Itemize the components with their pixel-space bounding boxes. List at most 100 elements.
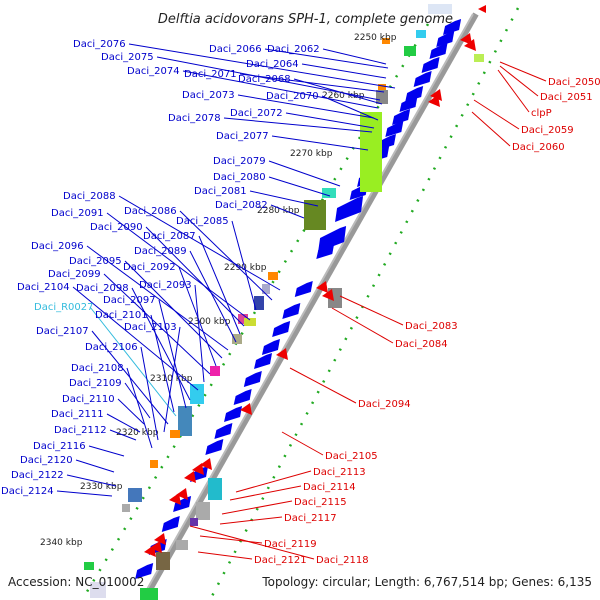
gene-label[interactable]: Daci_2072 <box>230 108 283 119</box>
gene-label[interactable]: Daci_2110 <box>62 394 115 405</box>
forward-gene-arrow <box>436 31 455 47</box>
gene-label[interactable]: Daci_2121 <box>254 555 307 566</box>
label-leader-line <box>189 525 315 560</box>
label-leader-line <box>75 459 115 473</box>
gene-label[interactable]: Daci_2098 <box>76 283 129 294</box>
gene-label[interactable]: Daci_2064 <box>246 59 299 70</box>
label-leader-line <box>118 195 281 291</box>
kbp-tick-label: 2330 kbp <box>80 482 123 492</box>
gene-label[interactable]: Daci_2070 <box>266 91 319 102</box>
gene-label[interactable]: Daci_2113 <box>313 467 366 478</box>
gene-label[interactable]: Daci_2078 <box>168 113 221 124</box>
reverse-gene-arrow <box>150 541 162 553</box>
gene-label[interactable]: Daci_2106 <box>85 342 138 353</box>
gene-label[interactable]: Daci_2079 <box>213 156 266 167</box>
gene-label[interactable]: Daci_2075 <box>101 52 154 63</box>
gene-label[interactable]: Daci_2114 <box>303 482 356 493</box>
forward-gene-arrow <box>405 86 424 102</box>
gene-label[interactable]: Daci_2104 <box>17 282 70 293</box>
reverse-gene-arrow <box>184 471 196 483</box>
label-leader-line <box>239 73 385 93</box>
gene-label[interactable]: Daci_2119 <box>264 539 317 550</box>
gene-label[interactable]: Daci_2111 <box>51 409 104 420</box>
label-leader-line <box>199 535 263 544</box>
label-leader-line <box>268 160 341 187</box>
reverse-gene-arrow <box>428 95 440 107</box>
gene-label[interactable]: Daci_2108 <box>71 363 124 374</box>
gene-label[interactable]: Daci_2066 <box>209 44 262 55</box>
label-leader-line <box>331 307 394 344</box>
gene-label[interactable]: Daci_2094 <box>358 399 411 410</box>
gene-label[interactable]: Daci_2093 <box>139 280 192 291</box>
gene-label[interactable]: Daci_2062 <box>267 44 320 55</box>
gene-label[interactable]: Daci_2073 <box>182 90 235 101</box>
reverse-gene-marker <box>478 5 486 13</box>
forward-gene-arrow <box>272 321 291 337</box>
gene-label[interactable]: Daci_2122 <box>11 470 64 481</box>
gene-label[interactable]: Daci_2097 <box>103 295 156 306</box>
label-leader-line <box>150 314 175 413</box>
gene-label[interactable]: Daci_2068 <box>238 74 291 85</box>
forward-gene-arrow <box>282 303 301 319</box>
gene-label[interactable]: Daci_2105 <box>325 451 378 462</box>
reverse-gene-arrow <box>464 39 476 51</box>
gene-label[interactable]: Daci_2095 <box>69 256 122 267</box>
feature-block <box>196 502 210 520</box>
feature-block <box>150 460 158 468</box>
gene-label[interactable]: Daci_2080 <box>213 172 266 183</box>
gene-label[interactable]: Daci_2083 <box>405 321 458 332</box>
gene-label[interactable]: Daci_2074 <box>127 66 180 77</box>
label-leader-line <box>473 99 520 130</box>
reverse-gene-arrow <box>430 89 442 101</box>
label-leader-line <box>289 367 357 404</box>
gene-label[interactable]: Daci_2089 <box>134 246 187 257</box>
gene-label[interactable]: Daci_2086 <box>124 206 177 217</box>
gene-label[interactable]: Daci_2050 <box>548 77 600 88</box>
gene-label[interactable]: Daci_2116 <box>33 441 86 452</box>
gene-label[interactable]: Daci_2090 <box>90 222 143 233</box>
gene-label[interactable]: Daci_2118 <box>316 555 369 566</box>
gene-label[interactable]: Daci_2059 <box>521 125 574 136</box>
forward-gene-arrow <box>205 439 224 455</box>
gene-label[interactable]: Daci_2060 <box>512 142 565 153</box>
gene-label[interactable]: Daci_2051 <box>540 92 593 103</box>
gene-label[interactable]: Daci_2117 <box>284 513 337 524</box>
gene-label[interactable]: Daci_2091 <box>51 208 104 219</box>
label-leader-line <box>499 65 539 97</box>
gene-label[interactable]: Daci_2099 <box>48 269 101 280</box>
gene-label[interactable]: clpP <box>531 108 552 119</box>
feature-block <box>208 478 222 500</box>
gene-label[interactable]: Daci_2109 <box>69 378 122 389</box>
kbp-tick-label: 2310 kbp <box>150 374 193 384</box>
gene-label[interactable]: Daci_2092 <box>123 262 176 273</box>
feature-block <box>156 552 170 570</box>
gene-label[interactable]: Daci_2087 <box>143 231 196 242</box>
gene-label[interactable]: Daci_2107 <box>36 326 89 337</box>
gene-label[interactable]: Daci_2103 <box>124 322 177 333</box>
feature-block <box>90 582 106 598</box>
gene-label[interactable]: Daci_2115 <box>294 497 347 508</box>
feature-block <box>376 90 388 104</box>
feature-block <box>268 272 278 280</box>
forward-gene-arrow <box>385 121 404 137</box>
gene-label[interactable]: Daci_2112 <box>54 425 107 436</box>
feature-block <box>190 518 198 526</box>
feature-block <box>474 54 484 62</box>
gene-label[interactable]: Daci_2077 <box>216 131 269 142</box>
gene-label[interactable]: Daci_2101 <box>95 310 148 321</box>
gene-label[interactable]: Daci_2082 <box>215 200 268 211</box>
gene-label[interactable]: Daci_2096 <box>31 241 84 252</box>
gene-label[interactable]: Daci_2085 <box>176 216 229 227</box>
kbp-tick-label: 2260 kbp <box>322 91 365 101</box>
gene-label[interactable]: Daci_2071 <box>184 69 237 80</box>
gene-label[interactable]: Daci_R0027 <box>34 302 94 313</box>
feature-block <box>210 366 220 376</box>
feature-block <box>244 318 256 326</box>
gene-label[interactable]: Daci_2124 <box>1 486 54 497</box>
gene-label[interactable]: Daci_2084 <box>395 339 448 350</box>
gene-label[interactable]: Daci_2120 <box>20 455 73 466</box>
gene-label[interactable]: Daci_2088 <box>63 191 116 202</box>
gene-label[interactable]: Daci_2081 <box>194 186 247 197</box>
gene-label[interactable]: Daci_2076 <box>73 39 126 50</box>
